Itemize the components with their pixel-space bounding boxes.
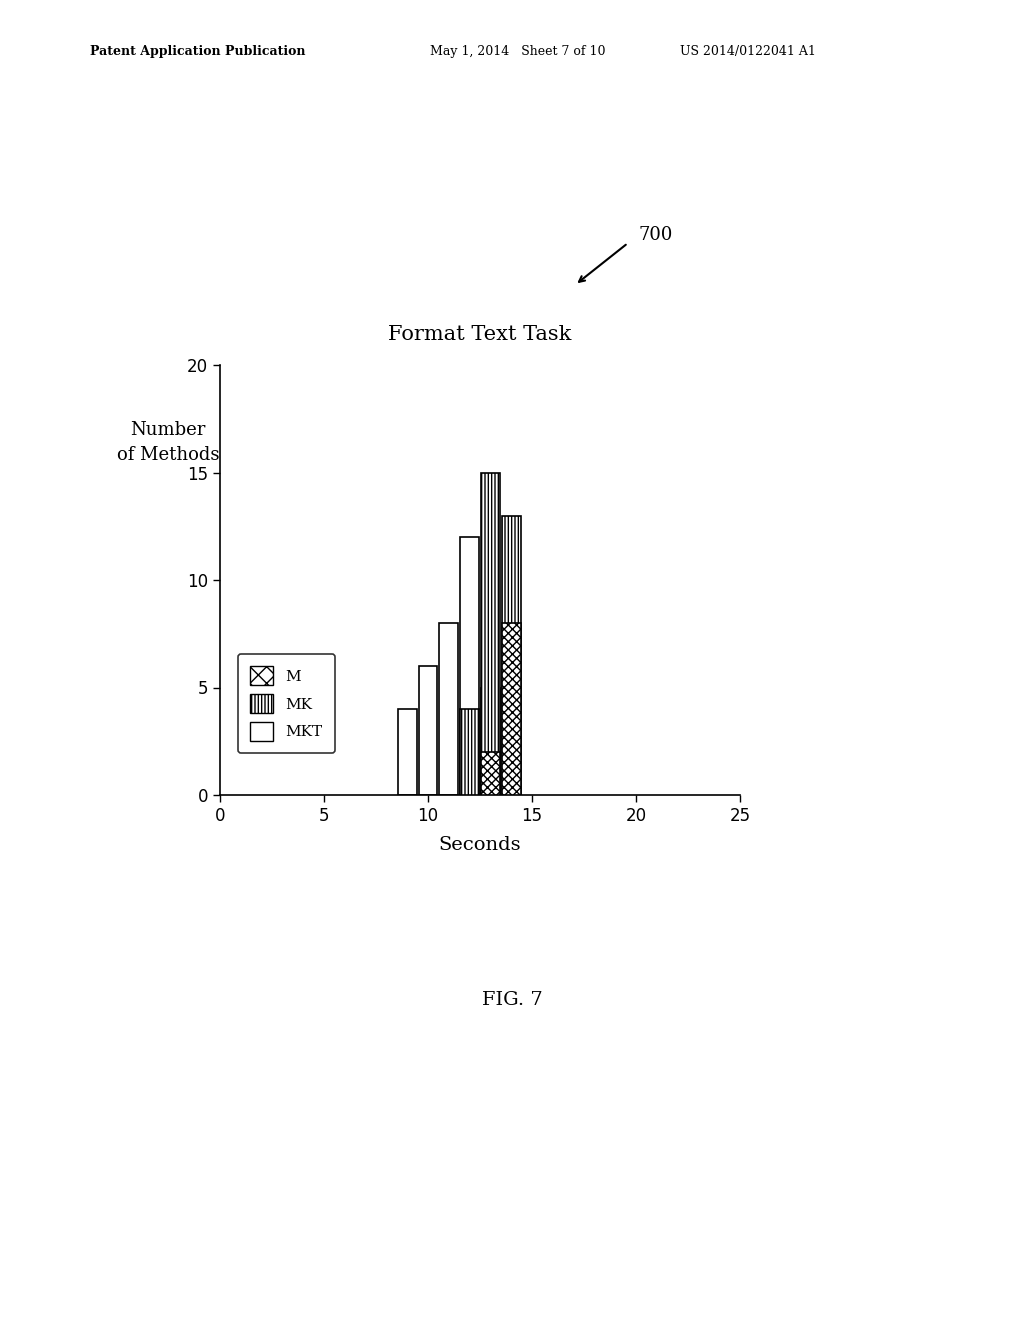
Bar xyxy=(502,516,520,795)
Title: Format Text Task: Format Text Task xyxy=(388,325,571,345)
X-axis label: Seconds: Seconds xyxy=(438,836,521,854)
Bar xyxy=(419,667,437,795)
Text: Patent Application Publication: Patent Application Publication xyxy=(90,45,305,58)
Text: US 2014/0122041 A1: US 2014/0122041 A1 xyxy=(680,45,816,58)
Text: of Methods: of Methods xyxy=(117,446,219,465)
Legend: M, MK, MKT: M, MK, MKT xyxy=(238,655,335,752)
Text: FIG. 7: FIG. 7 xyxy=(481,991,543,1008)
Bar xyxy=(481,688,500,795)
Bar xyxy=(502,623,520,795)
Bar xyxy=(460,709,479,795)
Bar xyxy=(398,709,417,795)
Bar xyxy=(439,623,458,795)
Bar xyxy=(481,473,500,795)
Text: 700: 700 xyxy=(638,226,673,244)
Text: Number: Number xyxy=(130,421,206,440)
Bar xyxy=(481,752,500,795)
Bar xyxy=(460,537,479,795)
Text: May 1, 2014   Sheet 7 of 10: May 1, 2014 Sheet 7 of 10 xyxy=(430,45,605,58)
